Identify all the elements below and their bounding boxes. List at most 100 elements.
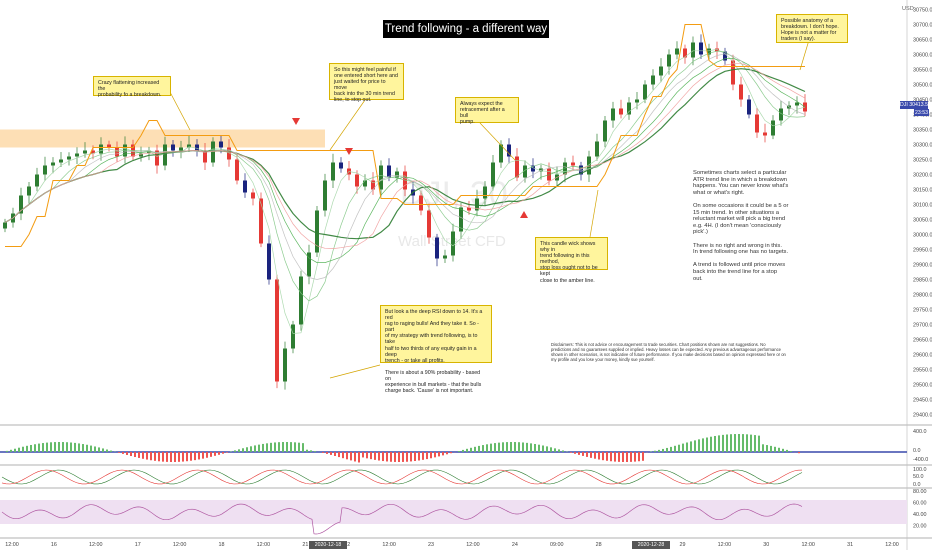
macd-bar xyxy=(446,452,448,454)
crosshair-time-1: 2020-12-18 10:00 xyxy=(309,541,347,549)
price-tick-label: 30600.0 xyxy=(913,53,932,59)
macd-bar xyxy=(46,443,48,452)
note-pointer xyxy=(330,100,365,150)
macd-bar xyxy=(774,447,776,452)
chart-title: Trend following - a different way xyxy=(383,20,549,38)
price-tick-label: 29950.0 xyxy=(913,248,932,254)
macd-bar xyxy=(82,444,84,452)
macd-bar xyxy=(138,452,140,458)
note-painful[interactable]: So this might feel painful if one entere… xyxy=(329,63,404,100)
macd-bar xyxy=(562,450,564,452)
macd-bar xyxy=(102,448,104,452)
macd-bar xyxy=(86,445,88,452)
note-deep-rsi[interactable]: But look a the deep RSI down to 14. It's… xyxy=(380,305,492,363)
note-anatomy[interactable]: Possible anatomy of a breakdown. I don't… xyxy=(776,14,848,43)
macd-bar xyxy=(30,445,32,452)
candle-body xyxy=(779,109,783,121)
candle-body xyxy=(195,145,199,151)
macd-bar xyxy=(398,452,400,462)
candle-body xyxy=(99,145,103,154)
candle-body xyxy=(659,67,663,76)
macd-bar xyxy=(430,452,432,458)
candle-body xyxy=(699,43,703,55)
candle-body xyxy=(27,187,31,196)
macd-bar xyxy=(290,442,292,452)
macd-bar xyxy=(402,452,404,462)
macd-bar xyxy=(770,446,772,452)
macd-bar xyxy=(174,452,176,462)
candle-body xyxy=(283,349,287,382)
macd-bar xyxy=(670,447,672,452)
time-tick-label: 12:00 xyxy=(466,542,480,548)
macd-bar xyxy=(310,450,312,452)
macd-bar xyxy=(406,452,408,462)
macd-bar xyxy=(382,452,384,461)
candle-body xyxy=(603,121,607,142)
macd-bar xyxy=(254,445,256,452)
macd-bar xyxy=(690,441,692,452)
time-tick-label: 23 xyxy=(428,542,434,548)
candle-body xyxy=(611,109,615,121)
candle-body xyxy=(379,166,383,190)
macd-bar xyxy=(150,452,152,460)
candle-body xyxy=(635,100,639,103)
macd-bar xyxy=(578,452,580,455)
macd-bar xyxy=(266,443,268,452)
candle-body xyxy=(67,157,71,160)
macd-bar xyxy=(98,447,100,452)
currency-label: USD xyxy=(902,6,914,12)
candle-body xyxy=(363,181,367,187)
rsi-tick-label: 80.00 xyxy=(913,489,927,495)
candle-body xyxy=(275,280,279,382)
candle-body xyxy=(259,199,263,244)
price-tick-label: 29400.0 xyxy=(913,413,932,419)
macd-bar xyxy=(498,443,500,452)
time-tick-label: 18 xyxy=(219,542,225,548)
candle-body xyxy=(163,145,167,166)
note-candle-wick[interactable]: This candle wick shows why in trend foll… xyxy=(535,237,608,270)
macd-bar xyxy=(286,442,288,452)
note-retracement[interactable]: Always expect the retracement after a bu… xyxy=(455,97,519,123)
red-arrow xyxy=(520,211,528,218)
macd-bar xyxy=(166,452,168,462)
macd-bar xyxy=(390,452,392,462)
macd-bar xyxy=(158,452,160,461)
macd-bar xyxy=(590,452,592,458)
candle-body xyxy=(83,151,87,154)
price-tag: 30413.5 xyxy=(909,102,928,108)
side-commentary: Sometimes charts select a particular ATR… xyxy=(693,170,811,282)
macd-bar xyxy=(178,452,180,462)
macd-bar xyxy=(726,434,728,452)
note-crazy-flattening[interactable]: Crazy flattening increased the probabili… xyxy=(93,76,171,96)
price-tick-label: 30750.0 xyxy=(913,8,932,14)
candle-body xyxy=(499,145,503,163)
stoch-line-fast xyxy=(2,470,802,484)
macd-bar xyxy=(678,445,680,452)
macd-bar xyxy=(302,443,304,452)
macd-bar xyxy=(570,452,572,453)
price-tick-label: 30100.0 xyxy=(913,203,932,209)
time-tick-label: 29 xyxy=(679,542,685,548)
macd-bar xyxy=(530,443,532,452)
price-tick-label: 29750.0 xyxy=(913,308,932,314)
macd-bar xyxy=(622,452,624,462)
candle-body xyxy=(427,211,431,238)
candle-body xyxy=(251,193,255,199)
macd-bar xyxy=(730,434,732,452)
time-tick-label: 12:00 xyxy=(257,542,271,548)
macd-bar xyxy=(638,452,640,461)
rsi-tick-label: 20.00 xyxy=(913,524,927,530)
macd-tick-label: -400.0 xyxy=(913,457,928,463)
macd-bar xyxy=(582,452,584,456)
stoch-tick-label: 100.0 xyxy=(913,467,927,473)
time-tick-label: 16 xyxy=(51,542,57,548)
disclaimer: Disclaimers: This is not advice or encou… xyxy=(551,342,786,362)
macd-bar xyxy=(482,445,484,452)
macd-bar xyxy=(734,434,736,452)
candle-body xyxy=(667,55,671,67)
macd-bar xyxy=(598,452,600,459)
macd-bar xyxy=(202,452,204,459)
macd-bar xyxy=(22,447,24,452)
macd-bar xyxy=(258,445,260,452)
macd-bar xyxy=(738,434,740,452)
